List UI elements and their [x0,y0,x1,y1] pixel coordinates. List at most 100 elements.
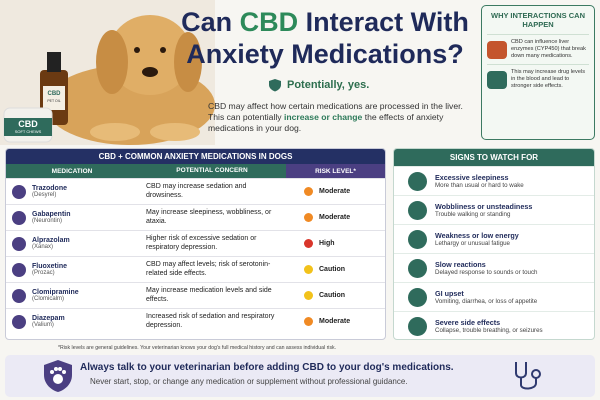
medication-cell: Diazepam (Valium) [6,314,138,329]
sign-title: Excessive sleepiness [435,173,509,182]
why-title: WHY INTERACTIONS CAN HAPPEN [490,11,586,29]
title-line: Can CBD Interact With [170,6,480,38]
risk-dot [304,239,313,248]
sign-text: Excessive sleepiness More than usual or h… [435,173,524,189]
sign-title: Slow reactions [435,260,486,269]
sign-text: Severe side effects Collapse, trouble bre… [435,318,543,334]
medication-brand: (Clomicalm) [32,296,64,302]
sign-item: Wobbliness or unsteadiness Trouble walkin… [394,195,594,224]
sign-icon [408,258,427,278]
why-icon [487,40,507,59]
column-header: RISK LEVEL* [286,164,385,178]
hero-image [0,0,215,145]
risk-label: Moderate [319,188,351,195]
medication-brand: (Desyrel) [32,192,57,198]
risk-cell: Moderate [286,213,385,222]
column-header-row: MEDICATION POTENTIAL CONCERN RISK LEVEL* [6,164,385,178]
medication-name: Alprazolam [32,237,70,244]
sign-detail: Trouble walking or standing [435,211,511,218]
medication-cell: Fluoxetine (Prozac) [6,262,138,277]
medication-names: Diazepam (Valium) [32,315,65,328]
why-icon [487,70,507,89]
medication-names: Trazodone (Desyrel) [32,185,67,198]
title-highlight: CBD [239,7,299,37]
medication-name: Fluoxetine [32,263,68,270]
concern-cell: CBD may increase sedation and drowsiness… [146,183,247,199]
shield-icon [269,79,281,92]
table-row: Clomipramine (Clomicalm) May increase medi… [6,282,385,308]
sign-text: Slow reactions Delayed response to sounds… [435,260,538,276]
risk-dot [304,291,313,300]
sign-item: Slow reactions Delayed response to sounds… [394,253,594,282]
table-row: Fluoxetine (Prozac) CBD may affect levels;… [6,256,385,282]
intro-text: the effects of anxiety medications in yo… [208,112,444,133]
medication-table: CBD + COMMON ANXIETY MEDICATIONS IN DOGS… [5,148,386,340]
jar-label: CBD [18,119,38,129]
risk-dot [304,317,313,326]
answer: Potentially, yes. [268,78,369,92]
risk-cell: Caution [286,265,385,274]
why-box: WHY INTERACTIONS CAN HAPPEN CBD can infl… [481,5,595,140]
risk-cell: Moderate [286,187,385,196]
title-line: Anxiety Medications? [186,39,464,69]
sign-title: Weakness or low energy [435,231,519,240]
sign-text: GI upset Vomiting, diarrhea, or loss of a… [435,289,537,305]
pill-icon [12,262,26,277]
risk-cell: High [286,239,385,248]
column-header: MEDICATION [6,164,138,178]
medication-names: Alprazolam (Xanax) [32,237,70,250]
sign-text: Weakness or low energy Lethargy or unusua… [435,231,519,247]
risk-cell: Moderate [286,317,385,326]
paw-shield-icon [44,360,72,392]
table-row: Trazodone (Desyrel) CBD may increase sedat… [6,178,385,204]
footer-note: Never start, stop, or change any medicat… [90,377,408,386]
pill-icon [12,288,26,303]
table-row: Diazepam (Valium) Increased risk of sedati… [6,308,385,334]
sign-text: Wobbliness or unsteadiness Trouble walkin… [435,202,532,218]
sign-item: Excessive sleepiness More than usual or h… [394,166,594,195]
bottle-sub: PET OIL [47,99,61,103]
concern-cell: May increase sleepiness, wobbliness, or … [146,209,272,225]
concern-cell: CBD may affect levels; risk of serotonin… [146,261,271,277]
medication-cell: Clomipramine (Clomicalm) [6,288,138,303]
sign-detail: Delayed response to sounds or touch [435,269,538,276]
sign-title: GI upset [435,289,464,298]
why-item: This may increase drug levels in the blo… [487,64,589,94]
intro: CBD may affect how certain medications a… [208,101,474,134]
medication-name: Diazepam [32,315,65,322]
risk-cell: Caution [286,291,385,300]
sign-title: Severe side effects [435,318,501,327]
sign-icon [408,229,427,249]
concern-cell: Higher risk of excessive sedation or res… [146,235,257,251]
intro-emphasis: increase or change [283,112,363,122]
sign-icon [408,200,427,220]
footer-bar [5,355,595,397]
table-row: Alprazolam (Xanax) Higher risk of excessiv… [6,230,385,256]
signs-list: Excessive sleepiness More than usual or h… [394,166,594,339]
medication-names: Gabapentin (Neurontin) [32,211,71,224]
risk-label: High [319,240,335,247]
pill-icon [12,210,26,225]
risk-label: Moderate [319,318,351,325]
medication-name: Gabapentin [32,211,71,218]
sign-title: Wobbliness or unsteadiness [435,202,533,211]
concern-cell: May increase medication levels and side … [146,287,272,303]
medication-brand: (Valium) [32,322,54,328]
sign-detail: Collapse, trouble breathing, or seizures [435,327,543,334]
medication-cell: Alprazolam (Xanax) [6,236,138,251]
sign-detail: Lethargy or unusual fatigue [435,240,510,247]
sign-item: Weakness or low energy Lethargy or unusua… [394,224,594,253]
sign-icon [408,171,427,191]
medication-cell: Gabapentin (Neurontin) [6,210,138,225]
footnote: *Risk levels are general guidelines. You… [58,345,337,351]
sign-item: Severe side effects Collapse, trouble bre… [394,311,594,339]
signs-title: SIGNS TO WATCH FOR [394,149,594,166]
sign-icon [408,287,427,307]
table-row: Gabapentin (Neurontin) May increase sleepi… [6,204,385,230]
risk-dot [304,265,313,274]
medication-names: Fluoxetine (Prozac) [32,263,67,276]
medication-brand: (Xanax) [32,244,54,250]
pill-icon [12,184,26,199]
medication-cell: Trazodone (Desyrel) [6,184,138,199]
signs-panel: SIGNS TO WATCH FOR Excessive sleepiness M… [393,148,595,340]
